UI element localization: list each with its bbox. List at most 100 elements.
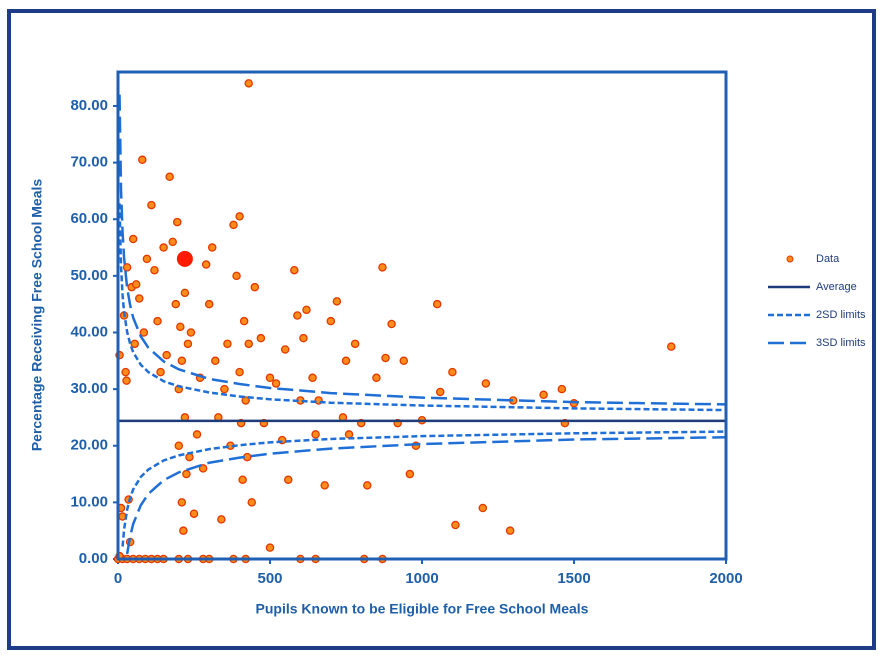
x-tick-label: 500	[257, 570, 282, 587]
data-point	[247, 498, 257, 507]
data-point	[265, 543, 275, 552]
data-point	[539, 390, 548, 400]
data-point	[332, 297, 342, 306]
x-tick-label: 0	[114, 570, 122, 587]
data-point	[432, 299, 442, 309]
data-point	[363, 481, 372, 490]
data-point	[350, 339, 360, 349]
data-point	[241, 396, 250, 405]
data-point	[505, 526, 515, 535]
data-point	[320, 481, 329, 490]
data-point	[153, 316, 162, 326]
x-tick-label: 2000	[709, 570, 742, 587]
y-axis-label: Percentage Receiving Free School Meals	[29, 179, 45, 452]
data-point	[223, 339, 232, 349]
data-point	[378, 263, 387, 272]
data-point	[250, 282, 260, 292]
data-point	[177, 498, 187, 507]
data-point	[192, 430, 202, 439]
data-point	[448, 367, 457, 377]
data-point	[372, 373, 381, 383]
data-point	[244, 339, 253, 349]
data-point	[235, 212, 244, 221]
data-point	[156, 367, 165, 377]
y-tick-label: 70.00	[70, 154, 108, 171]
data-point	[381, 353, 390, 363]
data-point	[180, 288, 190, 298]
data-point	[201, 260, 211, 269]
data-point	[238, 475, 247, 484]
data-point	[451, 520, 460, 530]
data-point	[135, 294, 144, 303]
y-tick-label: 50.00	[70, 267, 108, 284]
data-point	[142, 254, 152, 264]
data-point	[189, 509, 199, 518]
data-point	[481, 379, 491, 388]
frame	[7, 9, 876, 650]
data-point	[308, 373, 317, 383]
data-point	[176, 322, 185, 332]
x-axis-label: Pupils Known to be Eligible for Free Sch…	[256, 601, 589, 617]
data-point	[211, 356, 220, 366]
data-point	[162, 350, 171, 360]
data-point	[344, 430, 354, 439]
data-point	[271, 379, 281, 388]
data-point	[171, 299, 181, 309]
data-point	[341, 356, 351, 366]
data-point	[128, 234, 138, 244]
data-point	[207, 243, 217, 252]
data-point	[122, 263, 132, 272]
data-point	[217, 515, 226, 524]
y-tick-label: 20.00	[70, 437, 108, 454]
data-point	[130, 339, 139, 349]
data-point	[198, 464, 208, 473]
data-point	[232, 271, 241, 281]
data-point	[399, 356, 409, 366]
data-point	[168, 237, 177, 247]
data-point	[122, 376, 131, 385]
data-point	[220, 384, 229, 394]
data-point	[182, 469, 191, 479]
y-tick-label: 80.00	[70, 97, 108, 114]
data-point	[183, 339, 193, 349]
x-tick-label: 1500	[557, 570, 590, 587]
data-point	[244, 79, 253, 88]
data-point	[138, 155, 147, 165]
y-tick-label: 60.00	[70, 210, 108, 227]
data-point	[299, 333, 308, 343]
data-point	[147, 200, 156, 210]
data-point	[557, 384, 567, 394]
data-point	[121, 367, 130, 377]
data-point	[280, 345, 290, 354]
data-point	[302, 305, 311, 315]
data-point	[326, 316, 336, 326]
y-tick-label: 0.00	[79, 550, 108, 567]
data-point	[256, 333, 266, 343]
data-point	[311, 430, 320, 439]
limit-line	[118, 94, 726, 406]
legend-label: Average	[816, 281, 857, 293]
data-point	[204, 299, 214, 309]
data-point	[186, 328, 196, 337]
data-point	[405, 469, 415, 479]
data-point	[165, 172, 174, 182]
highlight-point	[176, 250, 193, 267]
data-point	[229, 220, 238, 230]
data-point	[667, 342, 676, 351]
data-point	[435, 387, 445, 397]
data-point	[177, 356, 187, 366]
data-point	[179, 526, 188, 535]
data-point	[131, 280, 141, 289]
legend-label: 3SD limits	[816, 337, 866, 349]
data-point	[293, 311, 302, 320]
legend-label: Data	[816, 253, 840, 265]
data-point	[235, 367, 244, 377]
limit-line	[118, 203, 726, 412]
data-point	[150, 265, 159, 275]
legend-label: 2SD limits	[816, 309, 866, 321]
data-point	[159, 243, 168, 252]
plot-border	[116, 70, 728, 561]
data-point	[290, 265, 299, 275]
data-point	[174, 441, 184, 450]
